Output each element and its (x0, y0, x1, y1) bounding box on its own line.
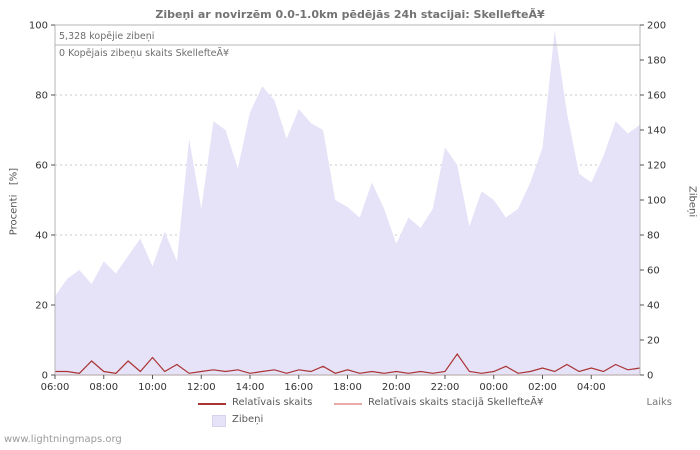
relative-line-series (55, 352, 641, 374)
left-tick-label: 0 (42, 371, 48, 382)
station-total-annotation: 0 Kopējais zibeņu skaits SkellefteÃ¥ (59, 48, 230, 59)
legend-zibeni-label: Zibeņi (232, 414, 264, 425)
x-tick-label: 12:00 (187, 382, 216, 393)
x-tick-label: 02:00 (528, 382, 557, 393)
watermark-link[interactable]: www.lightningmaps.org (4, 434, 122, 445)
x-tick-label: 16:00 (284, 382, 313, 393)
right-tick-label: 20 (647, 336, 660, 347)
total-strikes-annotation: 5,328 kopējie zibeņi (59, 31, 155, 42)
left-tick-label: 80 (35, 91, 48, 102)
x-tick-label: 06:00 (41, 382, 70, 393)
right-tick-label: 120 (647, 161, 666, 172)
left-axis-title: Procenti [%] (8, 167, 20, 236)
right-tick-label: 180 (647, 56, 666, 67)
right-tick-label: 100 (647, 196, 666, 207)
right-tick-label: 200 (647, 21, 666, 32)
left-tick-label: 60 (35, 161, 48, 172)
legend-station-label: Relatīvais skaits stacijā SkellefteÃ¥ (368, 397, 544, 408)
right-tick-label: 160 (647, 91, 666, 102)
right-tick-label: 40 (647, 301, 660, 312)
legend-station-line-sample (334, 403, 362, 405)
x-tick-label: 20:00 (382, 382, 411, 393)
left-tick-label: 20 (35, 301, 48, 312)
zibeni-area-series (55, 30, 640, 376)
right-tick-label: 80 (647, 231, 660, 242)
left-tick-label: 40 (35, 231, 48, 242)
legend-relative-label: Relatīvais skaits (232, 397, 313, 408)
chart-title: Zibeņi ar novirzēm 0.0-1.0km pēdējās 24h… (155, 8, 545, 21)
x-tick-label: 18:00 (333, 382, 362, 393)
right-axis-title: Zibeņi (686, 185, 698, 218)
x-tick-label: 04:00 (577, 382, 606, 393)
legend-zibeni-swatch (212, 415, 226, 427)
left-tick-label: 100 (29, 21, 48, 32)
x-axis-title: Laiks (646, 397, 672, 408)
x-tick-label: 10:00 (138, 382, 167, 393)
x-tick-label: 22:00 (431, 382, 460, 393)
x-tick-label: 14:00 (236, 382, 265, 393)
right-tick-label: 0 (647, 371, 653, 382)
legend-relative-line-sample (198, 403, 226, 405)
x-tick-label: 00:00 (479, 382, 508, 393)
x-tick-label: 08:00 (89, 382, 118, 393)
right-tick-label: 60 (647, 266, 660, 277)
right-tick-label: 140 (647, 126, 666, 137)
